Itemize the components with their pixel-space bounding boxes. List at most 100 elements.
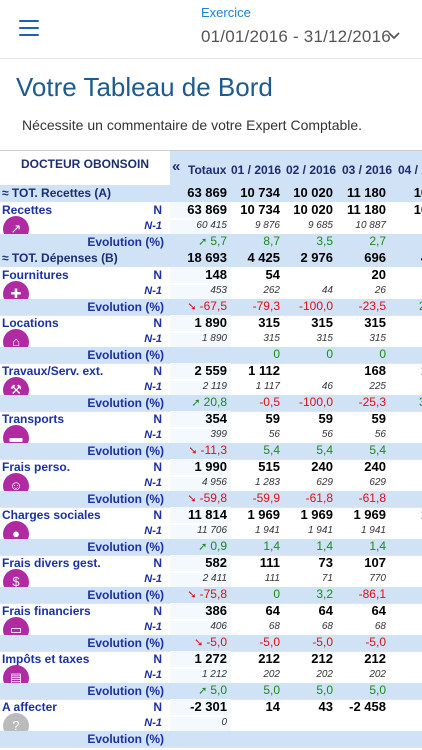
row-label: N-1 <box>0 427 170 443</box>
table-cell: -2 301 <box>170 699 231 715</box>
row-label: ≈ TOT. Dépenses (B) <box>0 250 170 266</box>
table-cell: ➘ -59,8 <box>170 491 231 507</box>
table-cell: -100,0 <box>298 299 333 313</box>
row-name: Frais financiers <box>2 604 91 618</box>
table-cell: 64 <box>371 603 386 618</box>
table-cell: 406 <box>170 621 231 637</box>
page-title: Votre Tableau de Bord <box>16 72 273 102</box>
table-cell: 202 <box>316 669 333 680</box>
year-tag-n: N <box>153 364 162 378</box>
table-cell: 354 <box>170 411 231 427</box>
column-header-03-2016[interactable]: 03 / 2016 <box>342 163 393 177</box>
row-label: Evolution (%) <box>0 491 170 507</box>
table-cell: 54 <box>265 267 280 282</box>
table-row: Evolution (%) ➚ 0,9 1,4 1,4 1,4 <box>0 539 422 555</box>
period-select[interactable]: 01/01/2016 - 31/12/2016 <box>201 27 391 46</box>
row-name: Impôts et taxes <box>2 652 90 666</box>
dashboard-table[interactable]: DOCTEUR OBONSOIN « Totaux 01 / 2016 02 /… <box>0 150 422 750</box>
evolution-label: Evolution (%) <box>87 348 164 362</box>
table-row: Evolution (%) ➘-67,5 -79,3 -100,0 -23,5 228 <box>0 299 422 315</box>
row-label: Charges sociales N <box>0 507 170 523</box>
column-header-01-2016[interactable]: 01 / 2016 <box>231 163 282 177</box>
table-cell: 1 <box>390 555 422 571</box>
year-tag-n: N <box>153 203 162 217</box>
table-cell: 63 869 <box>170 202 231 218</box>
table-cell: 2 976 <box>300 250 333 265</box>
row-name: Recettes <box>2 203 53 217</box>
table-cell: 68 <box>268 621 280 632</box>
year-tag-n1: N-1 <box>144 333 162 345</box>
table-cell: 10 020 <box>293 202 333 217</box>
table-cell: 73 <box>318 555 333 570</box>
row-label: Frais divers gest. N <box>0 555 170 571</box>
table-row: Fournitures N 148 54 20 <box>0 267 422 283</box>
table-row: N-1 399 56 56 56 <box>0 427 422 445</box>
table-cell: ➘ -67,5 <box>170 299 231 315</box>
table-cell: 212 <box>258 651 280 666</box>
column-header-02-2016[interactable]: 02 / 2016 <box>286 163 337 177</box>
menu-icon[interactable] <box>19 20 39 36</box>
table-cell: 1,4 <box>263 539 280 553</box>
table-cell: 46 <box>321 381 333 392</box>
row-label: Transports N <box>0 411 170 427</box>
row-name: Fournitures <box>2 268 69 282</box>
year-tag-n1: N-1 <box>144 573 162 585</box>
table-row: N-1 453 262 44 26 <box>0 283 422 301</box>
table-cell: 629 <box>369 477 386 488</box>
page-subtitle: Nécessite un commentaire de votre Expert… <box>22 117 363 133</box>
table-cell: 44 <box>321 285 333 296</box>
table-cell: 2 119 <box>170 381 231 397</box>
year-tag-n: N <box>153 460 162 474</box>
table-cell: 0 <box>273 587 280 601</box>
table-cell: 1 890 <box>170 315 231 331</box>
table-cell: 10 734 <box>240 185 280 200</box>
table-cell <box>390 635 422 651</box>
table-cell: 5,4 <box>316 443 333 457</box>
table-cell: 64 <box>318 603 333 618</box>
table-cell: 2 559 <box>170 363 231 379</box>
table-cell: 1 990 <box>170 459 231 475</box>
arrow-up-icon: ➚ <box>198 541 208 553</box>
row-name[interactable]: ≈ TOT. Dépenses (B) <box>2 251 118 265</box>
table-row: Evolution (%) ➚20,8 -0,5 -100,0 -25,3 367 <box>0 395 422 411</box>
table-row: ≈ TOT. Recettes (A) 63 869 10 734 10 020 11 … <box>0 185 422 202</box>
table-cell <box>284 363 337 379</box>
table-cell: 59 <box>318 411 333 426</box>
column-header-04-2016[interactable]: 04 / 20 <box>398 163 422 177</box>
table-cell: 4 425 <box>247 250 280 265</box>
year-tag-n: N <box>153 652 162 666</box>
evolution-label: Evolution (%) <box>87 636 164 650</box>
table-cell: ➚ 5,0 <box>170 683 231 699</box>
table-cell: 8,7 <box>263 234 280 248</box>
table-cell: 2 411 <box>170 573 231 589</box>
row-name[interactable]: ≈ TOT. Recettes (A) <box>2 186 112 200</box>
table-cell: 11 814 <box>170 507 231 523</box>
row-label: N-1 <box>0 283 170 299</box>
table-cell <box>170 731 231 747</box>
table-cell: -86,1 <box>358 587 386 601</box>
table-cell: 68 <box>321 621 333 632</box>
table-cell: 228 <box>390 299 422 315</box>
table-cell: 5,0 <box>369 683 386 697</box>
arrow-down-icon: ➘ <box>188 445 198 457</box>
chevron-down-icon[interactable] <box>387 29 401 43</box>
table-cell: 0 <box>326 347 333 361</box>
table-row: Evolution (%) 0 0 0 <box>0 347 422 363</box>
row-label: Frais perso. N <box>0 459 170 475</box>
table-row: N-1 406 68 68 68 <box>0 619 422 637</box>
table-row: Evolution (%) ➘-75,8 0 3,2 -86,1 -7 <box>0 587 422 603</box>
row-label: Evolution (%) <box>0 539 170 555</box>
collapse-columns-button[interactable]: « <box>172 158 181 175</box>
table-cell: 1 9 <box>390 507 422 523</box>
column-header-totaux[interactable]: Totaux <box>188 163 227 177</box>
table-cell: 582 <box>170 555 231 571</box>
table-cell: 240 <box>364 459 386 474</box>
year-tag-n1: N-1 <box>144 525 162 537</box>
arrow-up-icon: ➚ <box>198 685 208 697</box>
year-tag-n1: N-1 <box>144 669 162 681</box>
table-cell: -61,8 <box>305 491 333 505</box>
table-cell: 202 <box>369 669 386 680</box>
table-cell: 5,4 <box>369 443 386 457</box>
evolution-label: Evolution (%) <box>87 235 164 249</box>
